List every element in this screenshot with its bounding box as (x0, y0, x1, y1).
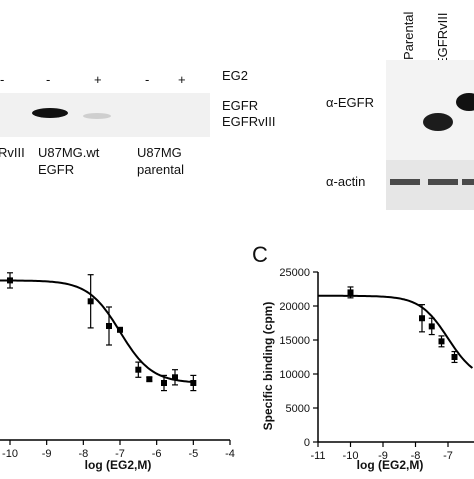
chart-right-y-tick-label: 5000 (286, 403, 310, 415)
chart-right-y-tick-label: 15000 (279, 335, 310, 347)
chart-left-x-tick-label: -4 (225, 448, 235, 460)
chart-right-point (451, 350, 458, 364)
chart-right-points (347, 286, 458, 364)
binding-chart-left: -10 -9 -8 -7 -6 -5 -4 log (EG2,M) (0, 272, 235, 472)
lane-label-egfrviii: EGFRvIII (435, 13, 450, 66)
chart-left-point (7, 272, 13, 289)
chart-right-x-tick-label: -7 (443, 450, 453, 462)
chart-left-point (106, 306, 112, 346)
data-marker (428, 323, 435, 330)
chart-left-tick-labels: -10 -9 -8 -7 -6 -5 -4 (2, 448, 235, 460)
lane-label-parental: Parental (401, 11, 416, 60)
chart-right-point (428, 317, 435, 336)
chart-left-x-tick-label: -9 (42, 448, 52, 460)
chart-right-point (347, 286, 354, 299)
chart-right-x-tick-label: -9 (378, 450, 388, 462)
lane-sign-2: - (46, 72, 50, 87)
data-marker (7, 277, 13, 284)
data-marker (419, 315, 425, 322)
chart-left-point (87, 274, 94, 329)
cell-line-parental-2: parental (137, 162, 184, 177)
actin-band-3 (462, 179, 474, 185)
lane-sign-3: + (94, 72, 102, 87)
binding-chart-right: C 0 5000 10000 15000 20000 25000 -11 -10 -9 -8 -7… (252, 242, 474, 472)
chart-left-point (135, 361, 142, 378)
chart-right-x-tick-labels: -11 -10 -9 -8 -7 (310, 450, 452, 462)
data-marker (87, 298, 94, 305)
data-marker (135, 366, 142, 373)
chart-right-y-tick-label: 0 (304, 437, 310, 449)
treatment-label: EG2 (222, 68, 248, 83)
chart-right-x-tick-label: -11 (310, 450, 325, 462)
egfrviii-band (423, 113, 453, 131)
chart-left-point (161, 374, 167, 392)
lane-sign-4: - (145, 72, 149, 87)
panel-b-blot: Parental EGFRvIII α-EGFR α-actin (326, 11, 474, 210)
chart-left-xlabel: log (EG2,M) (85, 458, 152, 472)
chart-left-point (190, 374, 197, 392)
chart-right-fit-curve (318, 294, 474, 369)
egfr-band-wt-plus (83, 113, 111, 119)
chart-right-xlabel: log (EG2,M) (357, 458, 424, 472)
chart-left-x-tick-label: -8 (78, 448, 88, 460)
data-marker (438, 338, 445, 345)
band-label-egfrviii: EGFRvIII (222, 114, 275, 129)
lane-sign-1: - (0, 72, 4, 87)
chart-left-x-tick-label: -7 (115, 448, 125, 460)
chart-left-point (172, 369, 178, 386)
panel-a-blot: - - + - + EG2 EGFR EGFRvIII RvIII U87MG.… (0, 68, 275, 177)
band-label-egfr: EGFR (222, 98, 258, 113)
data-marker (161, 380, 167, 386)
chart-right-x-tick-label: -10 (343, 450, 359, 462)
chart-right-y-tick-label: 10000 (279, 369, 310, 381)
chart-right-y-tick-label: 20000 (279, 301, 310, 313)
chart-left-points (7, 272, 197, 392)
chart-right-y-tick-label: 25000 (279, 267, 310, 279)
lane-sign-5: + (178, 72, 186, 87)
data-marker (106, 323, 112, 329)
chart-left-point (146, 376, 153, 383)
cell-line-cut-left: RvIII (0, 145, 25, 160)
data-marker (347, 289, 354, 296)
chart-right-y-tick-labels: 0 5000 10000 15000 20000 25000 (279, 267, 310, 449)
chart-left-point (117, 326, 123, 333)
chart-left-x-tick-label: -5 (188, 448, 198, 460)
data-marker (146, 376, 153, 383)
panel-letter-c: C (252, 242, 268, 267)
data-marker (117, 326, 123, 333)
chart-left-x-tick-label: -10 (2, 448, 18, 460)
data-marker (451, 354, 458, 360)
cell-line-parental-1: U87MG (137, 145, 182, 160)
egfr-band-right (456, 93, 474, 111)
row-label-actin: α-actin (326, 174, 365, 189)
data-marker (172, 374, 178, 381)
chart-left-axes (0, 439, 231, 445)
row-label-egfr: α-EGFR (326, 95, 374, 110)
chart-left-x-tick-label: -6 (152, 448, 162, 460)
cell-line-wt-1: U87MG.wt (38, 145, 100, 160)
chart-right-point (438, 335, 445, 348)
chart-right-axes (313, 271, 474, 447)
chart-right-point (419, 304, 425, 333)
actin-band-1 (390, 179, 420, 185)
chart-right-ylabel: Specific binding (cpm) (261, 302, 275, 431)
cell-line-wt-2: EGFR (38, 162, 74, 177)
actin-band-2 (428, 179, 458, 185)
chart-right-x-tick-label: -8 (411, 450, 421, 462)
chart-left-fit-curve (0, 279, 192, 383)
data-marker (190, 380, 197, 386)
egfr-band-wt-minus (32, 108, 68, 118)
